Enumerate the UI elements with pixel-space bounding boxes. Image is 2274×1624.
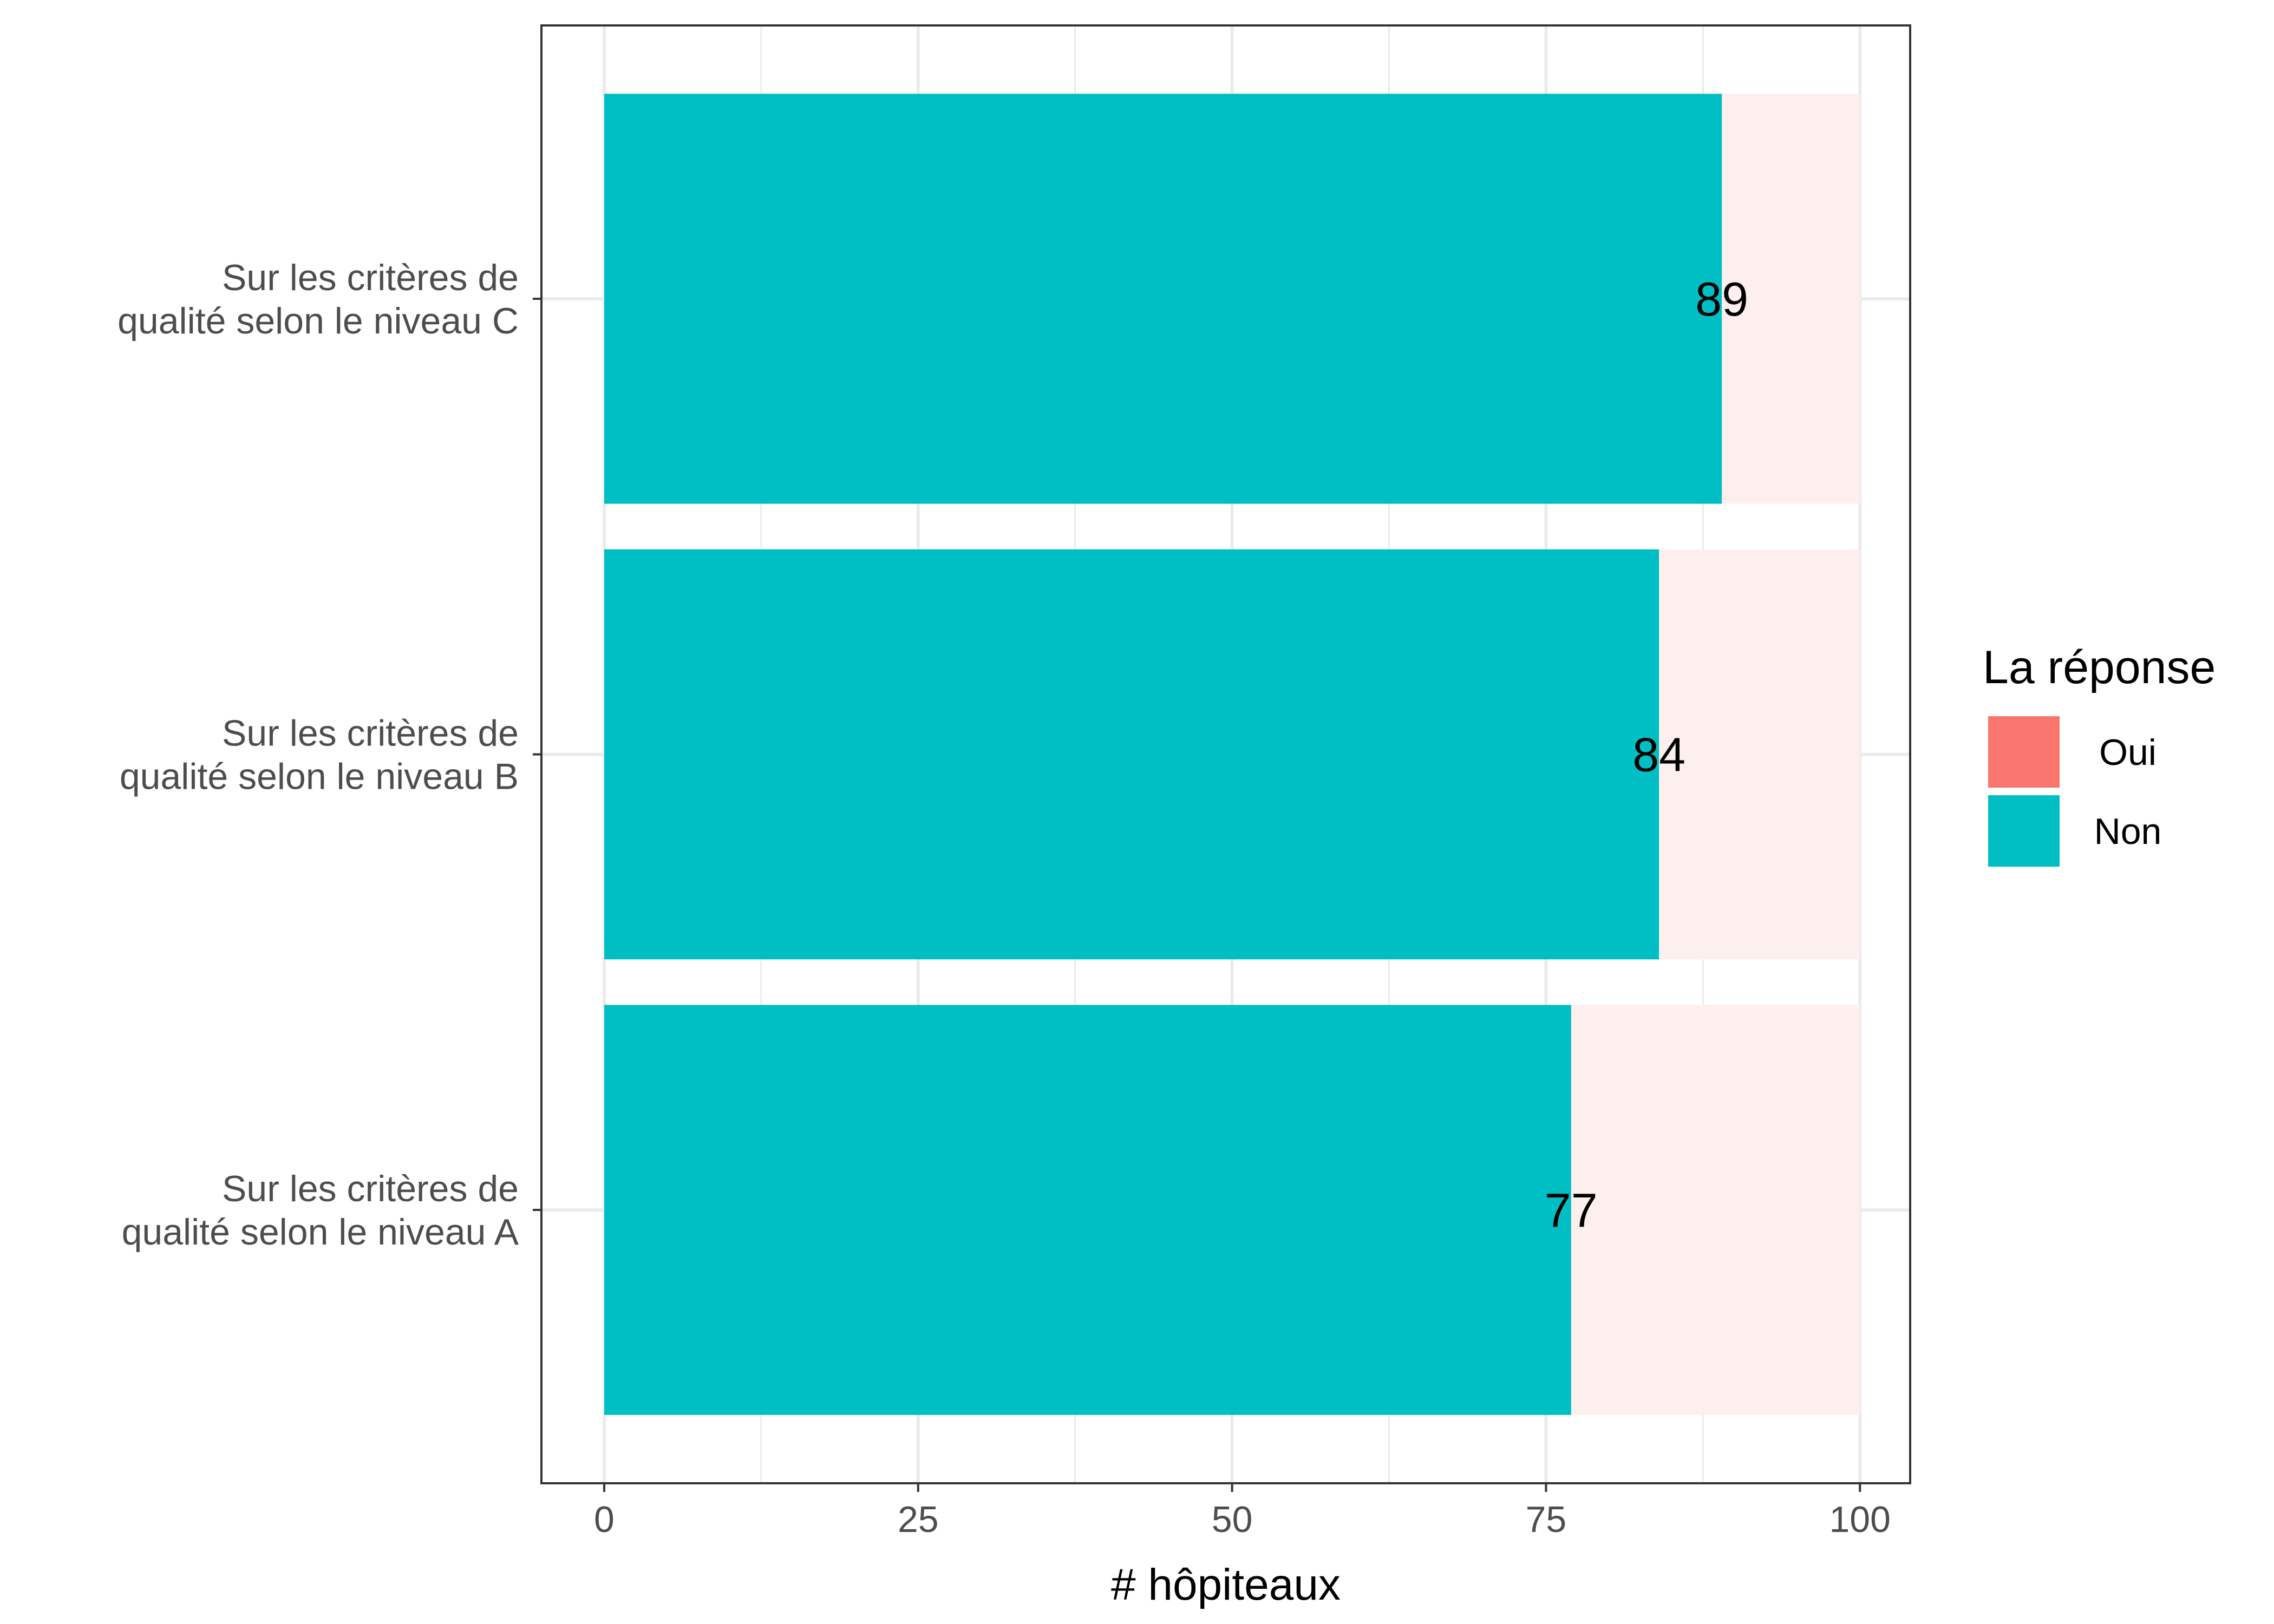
y-tick-label-line: qualité selon le niveau B [120,756,519,797]
data-label: 89 [1695,272,1748,326]
x-tick-label: 100 [1829,1499,1890,1540]
bar-oui [1722,94,1860,504]
legend-key [1988,716,2060,788]
y-tick-label: Sur les critères de qualité selon le nive… [117,257,519,342]
bar-oui [1571,1005,1860,1415]
data-label: 84 [1632,728,1685,782]
legend: La réponse Oui Non [1983,641,2216,867]
data-label-layer: 89 84 77 [1545,272,1748,1237]
data-label: 77 [1545,1183,1598,1237]
legend-title: La réponse [1983,641,2216,693]
y-tick-label-line: Sur les critères de [222,1168,519,1209]
legend-label: Oui [2099,732,2157,773]
bar-non [604,1005,1571,1415]
legend-items: Oui Non [1988,716,2161,867]
y-tick-label: Sur les critères de qualité selon le nive… [122,1168,519,1253]
bar-oui [1659,549,1860,960]
x-tick-label: 0 [594,1499,615,1540]
bar-non [604,549,1659,960]
legend-key [1988,795,2060,867]
bar-non [604,94,1722,504]
y-tick-label: Sur les critères de qualité selon le nive… [120,713,519,797]
y-tick-label-line: Sur les critères de [222,257,519,298]
x-tick-label: 50 [1212,1499,1253,1540]
x-tick-label: 25 [898,1499,939,1540]
x-axis-title: # hôpiteaux [1111,1560,1341,1609]
bar-layer [604,94,1860,1415]
y-tick-label-line: qualité selon le niveau C [117,300,519,342]
y-tick-label-line: Sur les critères de [222,713,519,754]
legend-label: Non [2094,811,2162,852]
x-tick-label: 75 [1526,1499,1567,1540]
y-tick-label-line: qualité selon le niveau A [122,1212,519,1253]
